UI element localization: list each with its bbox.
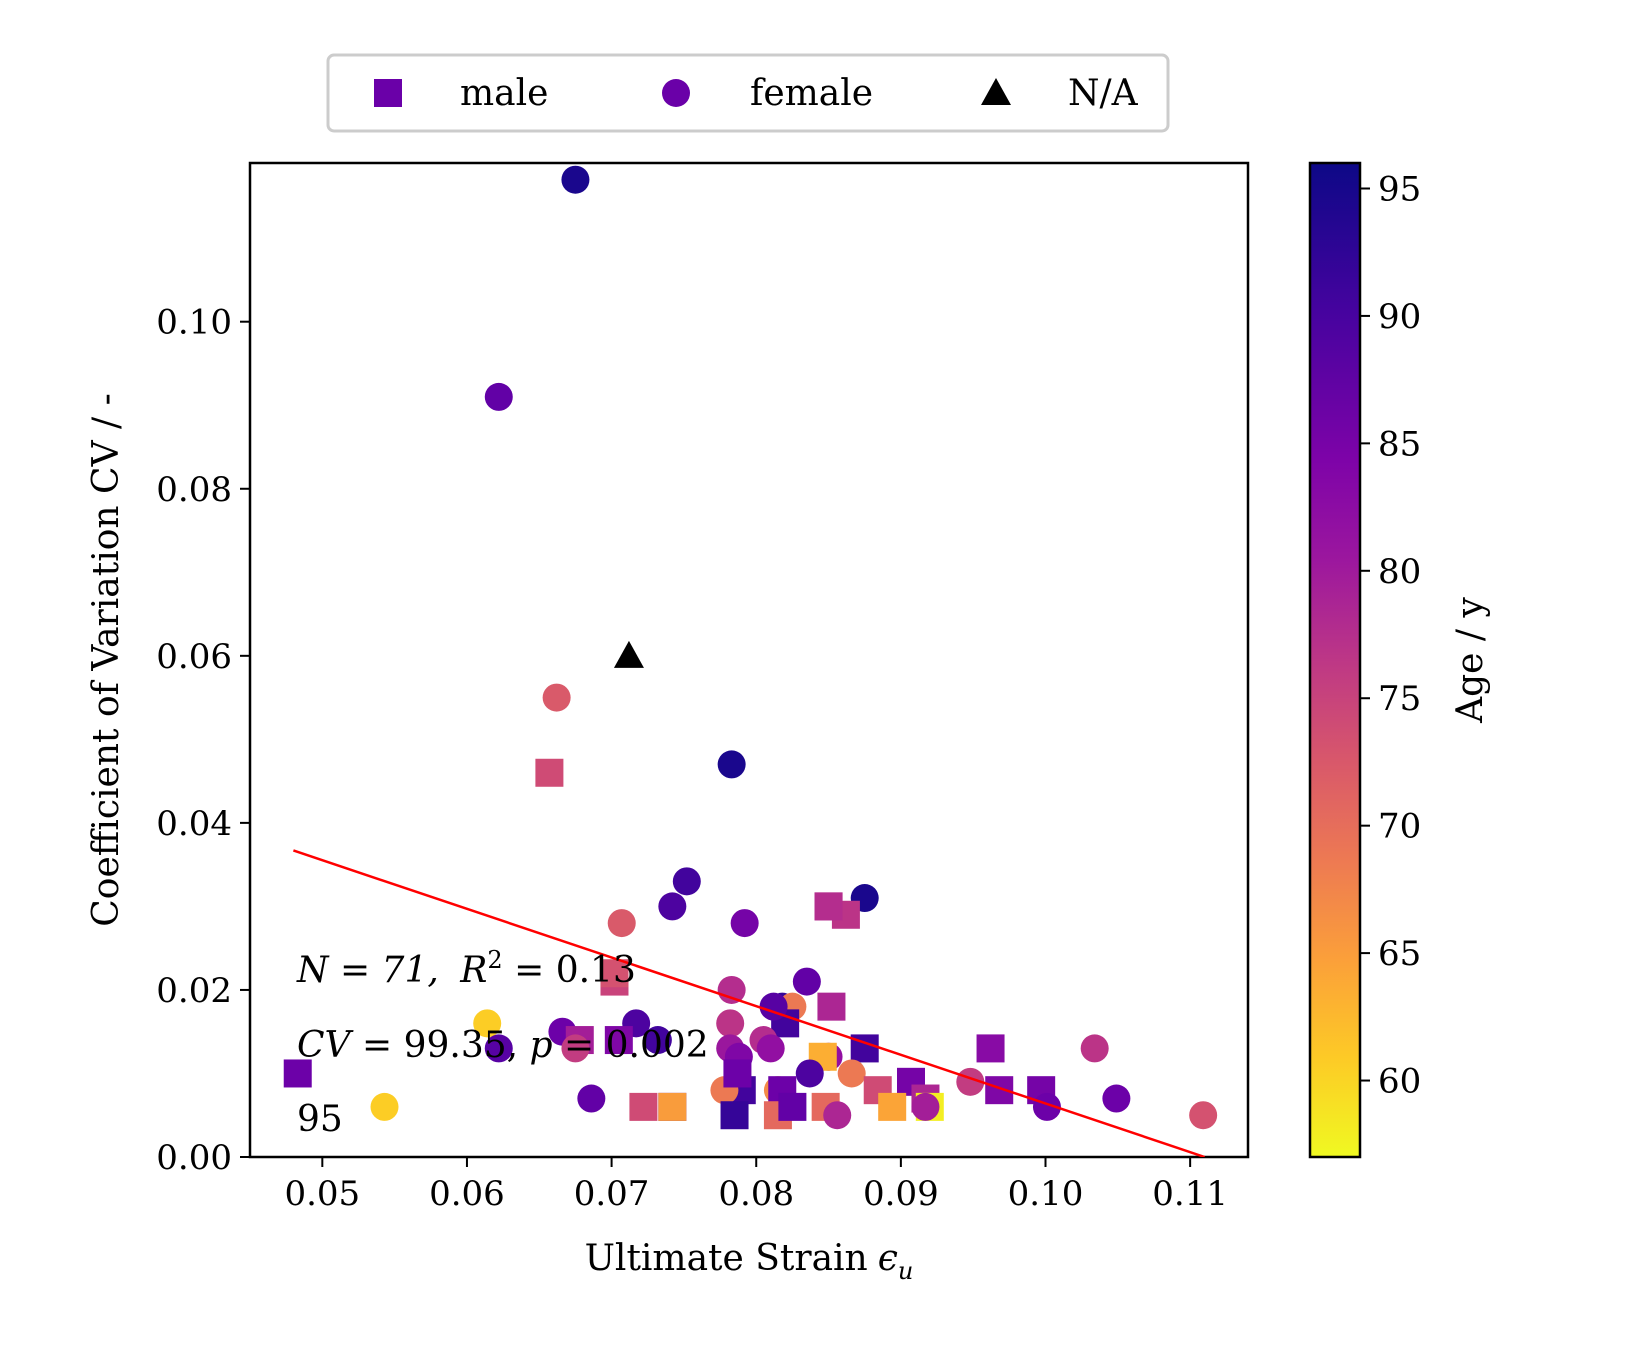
data-point-female (473, 1009, 502, 1038)
data-point-female (484, 382, 513, 411)
data-point-female (370, 1092, 399, 1121)
colorbar-tick-label: 60 (1378, 1062, 1421, 1102)
data-point-female (911, 1092, 940, 1121)
data-point-female (717, 975, 746, 1004)
annotation-line-2: CV = 99.35, p = 0.002 (297, 1025, 709, 1066)
data-point-female (561, 1034, 590, 1063)
annotation-p-val: = 0.002 (553, 1025, 709, 1066)
annotation-line-3: 95 (297, 1099, 343, 1140)
data-point-male (658, 1092, 687, 1121)
legend-items: male female N/A (374, 73, 1139, 114)
colorbar-tick-label: 95 (1378, 169, 1421, 209)
y-tick-label: 0.08 (156, 470, 232, 510)
x-tick-label: 0.06 (429, 1174, 505, 1214)
data-point-female (484, 1034, 513, 1063)
colorbar-tick-label: 70 (1378, 807, 1421, 847)
y-axis-label: Coefficient of Variation CV / - (86, 393, 127, 926)
data-point-male (817, 992, 846, 1021)
x-tick-label: 0.11 (1152, 1174, 1228, 1214)
x-tick-label: 0.10 (1008, 1174, 1084, 1214)
data-point-female (1032, 1092, 1061, 1121)
colorbar: 60 65 70 75 80 85 90 95 Age / y (1308, 161, 1491, 1159)
annotation-r2: R (459, 950, 487, 991)
data-point-female (730, 909, 759, 938)
stats-annotation: N = 71, R2 = 0.13 CV = 99.35, p = 0.002 … (296, 946, 709, 1140)
data-point-female (823, 1101, 852, 1130)
annotation-cv: CV (297, 1025, 355, 1066)
data-point-male (814, 892, 843, 921)
legend-label: female (750, 73, 873, 114)
y-tick-label: 0.00 (156, 1138, 232, 1178)
legend-marker-na (981, 78, 1011, 105)
x-axis-label-symbol: ϵ (878, 1238, 898, 1279)
x-tick-label: 0.05 (284, 1174, 360, 1214)
data-point-female (792, 967, 821, 996)
legend: male female N/A (326, 53, 1170, 133)
data-point-male (600, 959, 629, 988)
x-axis-label-text: Ultimate Strain (585, 1238, 868, 1279)
data-point-male (535, 758, 564, 787)
y-axis-ticks: 0.00 0.02 0.04 0.06 0.08 0.10 (156, 303, 250, 1178)
x-axis-label-sub: u (898, 1257, 913, 1285)
annotation-n: N = 71, (296, 950, 439, 991)
annotation-r2-sup: 2 (487, 946, 502, 974)
data-point-female (1189, 1101, 1218, 1130)
data-point-female (607, 909, 636, 938)
colorbar-ticks: 60 65 70 75 80 85 90 95 (1360, 169, 1421, 1102)
colorbar-label: Age / y (1450, 596, 1491, 723)
data-point-male (976, 1034, 1005, 1063)
legend-label: male (460, 73, 548, 114)
annotation-r2-val: = 0.13 (503, 950, 636, 991)
data-point-female (717, 750, 746, 779)
y-tick-label: 0.02 (156, 971, 232, 1011)
data-point-na (613, 640, 644, 668)
y-tick-label: 0.10 (156, 303, 232, 343)
colorbar-tick-label: 90 (1378, 297, 1421, 337)
y-tick-label: 0.04 (156, 804, 232, 844)
data-point-male (604, 1026, 633, 1055)
colorbar-tick-label: 85 (1378, 424, 1421, 464)
data-point-female (561, 165, 590, 194)
data-point-male (778, 1092, 807, 1121)
x-tick-label: 0.08 (718, 1174, 794, 1214)
data-point-female (542, 683, 571, 712)
x-axis-ticks: 0.05 0.06 0.07 0.08 0.09 0.10 0.11 (284, 1157, 1228, 1214)
data-point-male (878, 1092, 907, 1121)
data-point-female (837, 1059, 866, 1088)
legend-box (326, 53, 1170, 133)
annotation-p: p (530, 1025, 553, 1066)
data-point-male (629, 1092, 658, 1121)
colorbar-tick-label: 75 (1378, 679, 1421, 719)
data-point-male (723, 1059, 752, 1088)
plot-area: 0.05 0.06 0.07 0.08 0.09 0.10 0.11 0.000.020.0… (156, 161, 1250, 1214)
legend-label: N/A (1068, 73, 1139, 114)
colorbar-tick-label: 65 (1378, 934, 1421, 974)
y-tick-label: 0.06 (156, 637, 232, 677)
data-point-female (795, 1059, 824, 1088)
colorbar-gradient (1308, 161, 1362, 1159)
colorbar-tick-label: 80 (1378, 552, 1421, 592)
x-tick-label: 0.07 (574, 1174, 650, 1214)
data-point-female (1080, 1034, 1109, 1063)
data-point-female (716, 1009, 745, 1038)
data-point-female (756, 1034, 785, 1063)
fit-line (292, 849, 1206, 1157)
data-point-female (658, 892, 687, 921)
data-point-male (283, 1059, 312, 1088)
annotation-cv-val: = 99.35, (351, 1025, 530, 1066)
x-tick-label: 0.09 (863, 1174, 939, 1214)
annotation-line-1: N = 71, R2 = 0.13 (296, 946, 636, 991)
plot-frame (248, 161, 1250, 1159)
legend-marker-female (662, 79, 690, 107)
data-point-female (643, 1026, 672, 1055)
data-point-female (577, 1084, 606, 1113)
data-point-female (672, 867, 701, 896)
data-points (283, 165, 1218, 1130)
x-axis-label: Ultimate Strain ϵu (585, 1238, 914, 1285)
data-point-male (720, 1101, 749, 1130)
legend-marker-male (374, 79, 402, 107)
data-point-female (1102, 1084, 1131, 1113)
